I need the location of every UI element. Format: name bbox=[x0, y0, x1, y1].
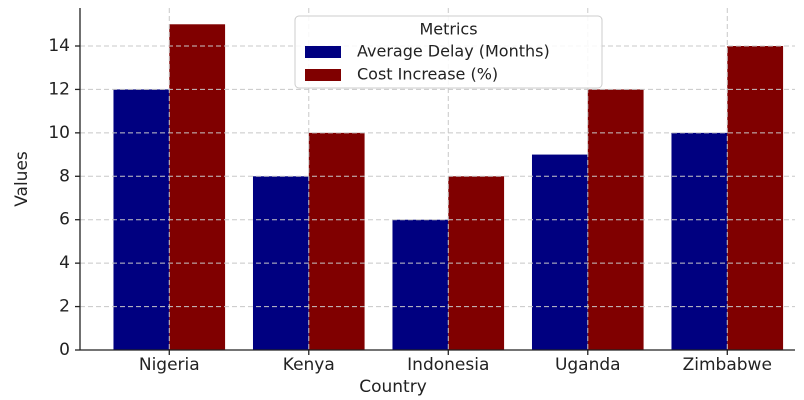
y-tick-label: 2 bbox=[59, 297, 70, 317]
y-tick-label: 8 bbox=[59, 166, 70, 186]
legend-swatch bbox=[305, 46, 341, 58]
legend-label: Average Delay (Months) bbox=[357, 42, 550, 61]
legend: Metrics Average Delay (Months) Cost Increa… bbox=[294, 15, 603, 89]
bar bbox=[727, 46, 784, 350]
legend-box bbox=[294, 15, 603, 89]
y-tick-label: 0 bbox=[59, 340, 70, 360]
bar bbox=[671, 132, 728, 350]
y-tick-label: 4 bbox=[59, 253, 70, 273]
y-tick-label: 14 bbox=[48, 36, 70, 56]
x-tick-label: Uganda bbox=[555, 355, 621, 375]
legend-swatch bbox=[305, 69, 341, 81]
y-tick-label: 6 bbox=[59, 210, 70, 230]
bar bbox=[392, 219, 449, 350]
y-axis-label: Values bbox=[12, 151, 32, 207]
x-tick-label: Indonesia bbox=[407, 355, 489, 375]
x-tick-label: Kenya bbox=[283, 355, 335, 375]
bars bbox=[113, 24, 784, 351]
legend-title: Metrics bbox=[419, 20, 477, 39]
legend-label: Cost Increase (%) bbox=[357, 65, 498, 84]
bar bbox=[531, 154, 588, 350]
bar bbox=[308, 132, 365, 350]
bar bbox=[169, 24, 226, 351]
x-tick-label: Zimbabwe bbox=[683, 355, 772, 375]
y-tick-label: 10 bbox=[48, 123, 70, 143]
y-tick-label: 12 bbox=[48, 79, 70, 99]
x-tick-label: Nigeria bbox=[139, 355, 200, 375]
x-axis-label: Country bbox=[359, 377, 427, 397]
